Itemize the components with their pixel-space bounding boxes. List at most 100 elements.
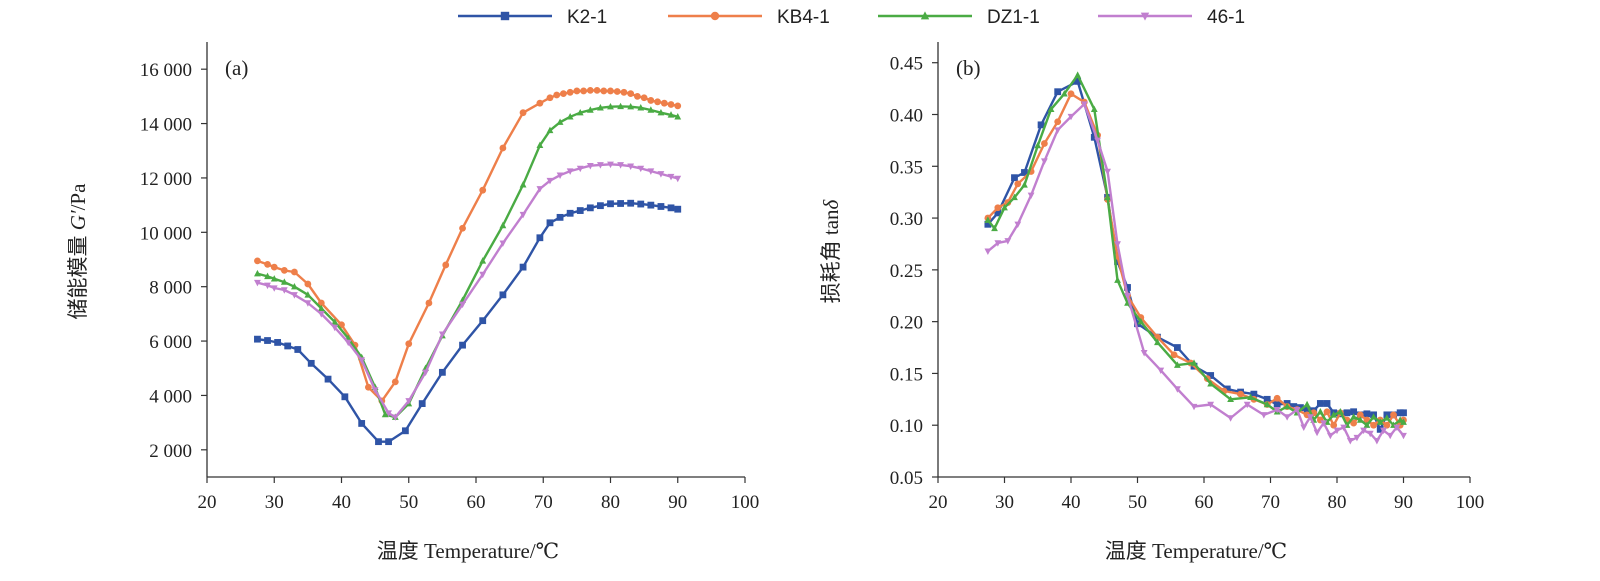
b-data-point-DZ1-1 [1011, 193, 1018, 201]
a-data-point-46-1 [647, 168, 655, 175]
a-data-point-46-1 [344, 339, 352, 347]
b-data-point-46-1 [1080, 101, 1088, 108]
b-x-tick-label: 20 [929, 492, 948, 513]
b-data-point-DZ1-1 [1376, 418, 1384, 425]
b-data-point-46-1 [1104, 168, 1111, 176]
b-data-point-KB4-1 [1390, 411, 1397, 419]
b-data-point-K2-1 [1263, 395, 1271, 403]
a-data-point-K2-1 [647, 201, 655, 209]
b-data-point-K2-1 [1074, 77, 1082, 85]
b-x-axis-title: 温度 Temperature/℃ [1105, 539, 1287, 563]
a-data-point-KB4-1 [459, 224, 466, 232]
b-data-point-DZ1-1 [984, 216, 992, 223]
b-data-point-K2-1 [1207, 372, 1215, 379]
b-y-tick-label: 0.30 [890, 209, 923, 230]
b-data-point-K2-1 [1021, 169, 1028, 176]
a-data-point-KB4-1 [365, 383, 372, 391]
b-data-point-46-1 [1380, 427, 1387, 435]
b-data-point-K2-1 [1290, 403, 1298, 410]
a-data-point-KB4-1 [553, 91, 561, 99]
a-data-point-46-1 [479, 271, 487, 279]
legend-label-KB4-1: KB4-1 [777, 7, 830, 28]
b-series-line-KB4-1 [987, 92, 1405, 427]
legend-marker-46-1 [1140, 12, 1150, 21]
b-data-point-46-1 [1174, 386, 1181, 393]
b-data-point-46-1 [1260, 412, 1268, 419]
legend-label-46-1: 46-1 [1207, 7, 1245, 28]
a-data-point-46-1 [405, 398, 413, 405]
a-data-point-46-1 [627, 163, 635, 170]
a-data-point-KB4-1 [667, 101, 675, 108]
b-data-point-46-1 [984, 248, 992, 255]
a-data-point-KB4-1 [600, 87, 608, 95]
b-y-tick-label: 0.05 [890, 468, 923, 489]
a-data-point-46-1 [586, 162, 594, 170]
a-data-point-K2-1 [597, 202, 604, 210]
a-data-point-46-1 [438, 331, 446, 339]
b-data-point-DZ1-1 [1356, 416, 1364, 423]
b-data-point-46-1 [1373, 438, 1381, 445]
b-data-point-DZ1-1 [1034, 141, 1042, 149]
b-series-K2-1 [984, 77, 1407, 433]
b-data-point-KB4-1 [1041, 140, 1048, 147]
b-data-point-KB4-1 [1323, 408, 1331, 416]
b-data-point-46-1 [1004, 238, 1012, 245]
a-data-point-K2-1 [284, 342, 292, 350]
b-data-point-46-1 [1386, 432, 1394, 440]
a-data-point-DZ1-1 [291, 282, 298, 290]
b-y-tick-label: 0.40 [890, 106, 923, 127]
b-data-point-46-1 [1207, 401, 1215, 409]
a-data-point-DZ1-1 [556, 118, 564, 125]
a-data-point-K2-1 [617, 200, 624, 207]
a-data-point-K2-1 [341, 393, 349, 401]
b-data-point-DZ1-1 [1227, 395, 1234, 403]
b-data-point-46-1 [1300, 424, 1308, 432]
b-data-point-K2-1 [1124, 284, 1131, 291]
a-data-point-DZ1-1 [586, 106, 594, 113]
a-x-tick-label: 90 [668, 492, 687, 513]
a-data-point-46-1 [499, 240, 507, 247]
a-data-point-46-1 [597, 162, 604, 169]
b-data-point-46-1 [1346, 438, 1354, 445]
b-data-point-46-1 [1283, 414, 1291, 421]
b-data-point-DZ1-1 [1350, 413, 1358, 420]
b-data-point-DZ1-1 [1316, 408, 1324, 415]
a-data-point-KB4-1 [566, 88, 574, 96]
a-data-point-46-1 [674, 175, 682, 183]
a-data-point-DZ1-1 [566, 113, 574, 120]
b-data-point-46-1 [1333, 427, 1341, 435]
a-data-point-KB4-1 [280, 266, 288, 274]
a-data-point-DZ1-1 [270, 275, 278, 282]
a-data-point-K2-1 [674, 205, 682, 213]
a-data-point-KB4-1 [560, 90, 567, 98]
a-data-point-DZ1-1 [381, 410, 389, 418]
a-data-point-DZ1-1 [499, 221, 507, 229]
a-data-point-46-1 [254, 279, 261, 287]
a-data-point-46-1 [566, 168, 574, 175]
b-data-point-DZ1-1 [1370, 413, 1377, 420]
b-data-point-46-1 [1326, 432, 1334, 440]
b-data-point-DZ1-1 [1074, 71, 1082, 78]
a-data-point-K2-1 [438, 368, 446, 376]
b-data-point-46-1 [1293, 406, 1301, 414]
a-y-tick-label: 4 000 [149, 386, 192, 407]
a-series-DZ1-1 [254, 102, 682, 420]
a-data-point-KB4-1 [536, 99, 544, 107]
b-panel-label: (b) [956, 56, 981, 80]
a-data-point-DZ1-1 [627, 102, 635, 110]
a-x-tick-label: 40 [332, 492, 351, 513]
a-x-tick-label: 30 [265, 492, 284, 513]
b-data-point-KB4-1 [1350, 419, 1358, 427]
a-y-tick-label: 8 000 [149, 278, 192, 299]
a-data-point-DZ1-1 [597, 104, 604, 111]
a-data-point-K2-1 [546, 219, 554, 227]
b-data-point-46-1 [1094, 137, 1101, 145]
a-data-point-K2-1 [519, 263, 527, 271]
b-data-point-46-1 [1140, 349, 1148, 357]
b-data-point-46-1 [1366, 430, 1374, 438]
a-panel-label: (a) [225, 56, 248, 80]
panel-b-loss-tangent: 20 30 40 50 60 70 80 90 100 0.05 0.10 0.15 0.20 0.25 0… [819, 42, 1484, 563]
a-data-point-K2-1 [607, 200, 614, 208]
b-y-axis-title-prefix: 损耗角 tan [819, 209, 843, 303]
b-data-point-KB4-1 [1170, 351, 1178, 359]
